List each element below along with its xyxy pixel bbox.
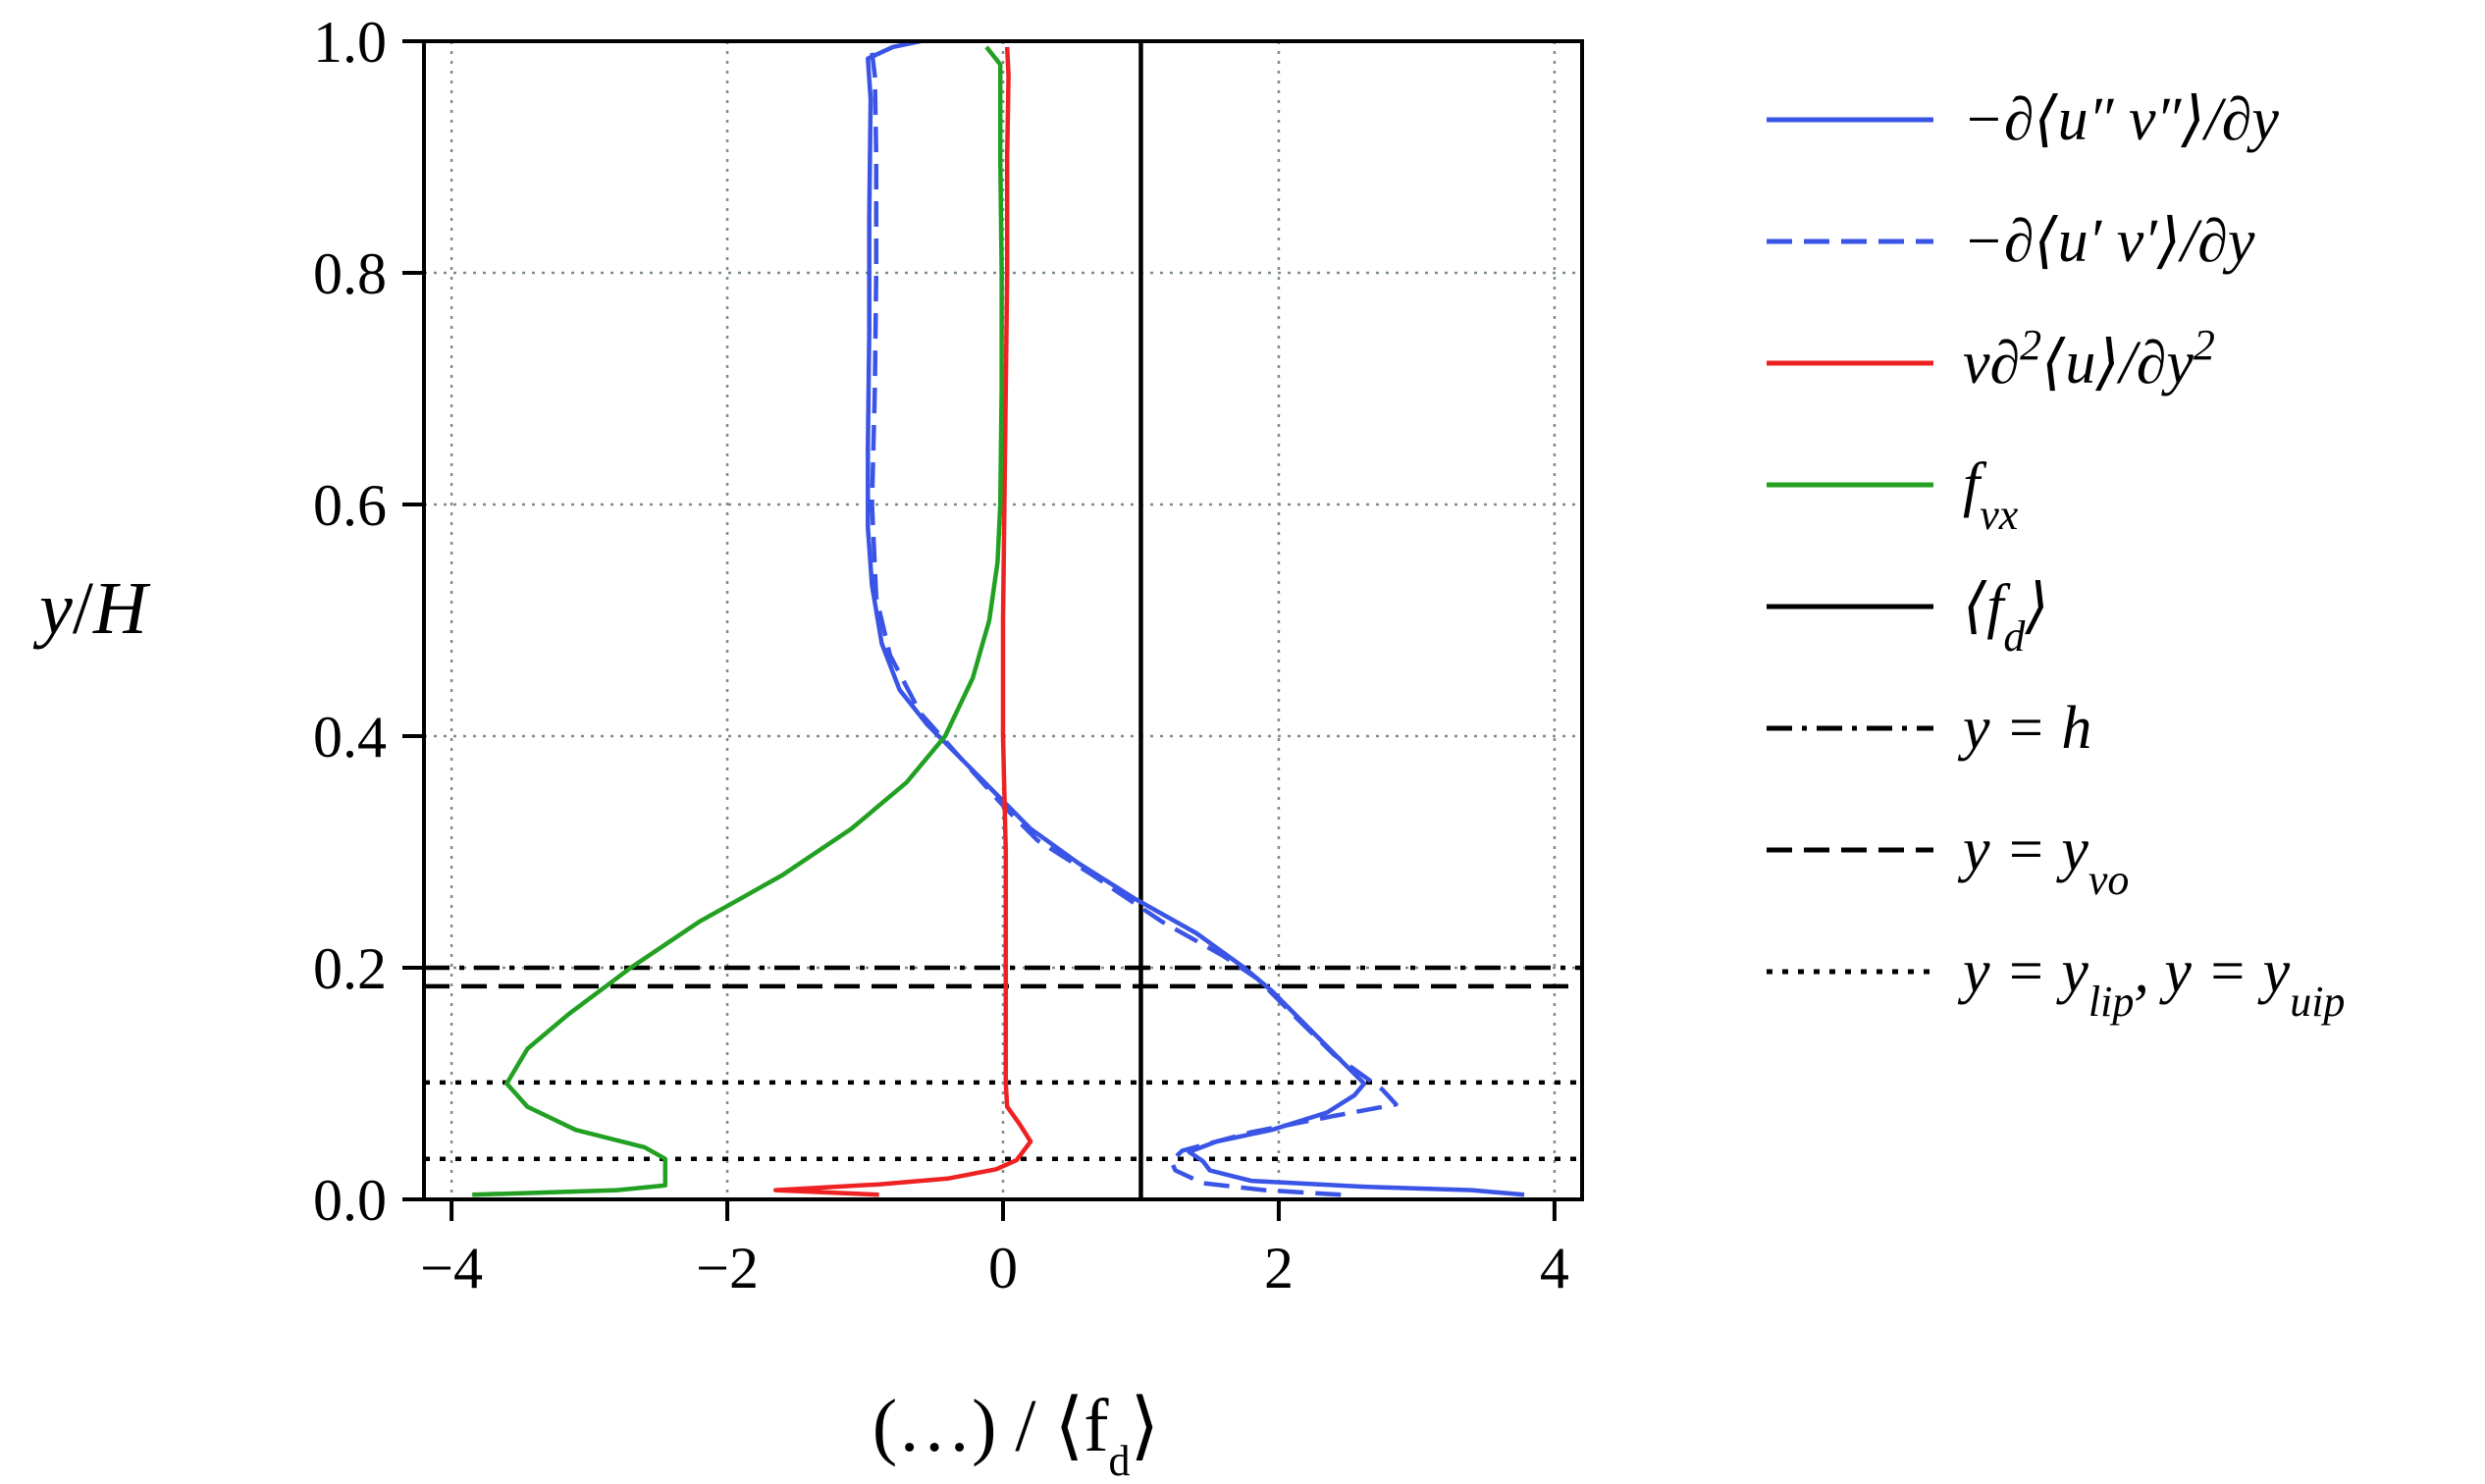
y-tick-label-1: 0.2 bbox=[313, 936, 387, 1001]
series-line-2 bbox=[772, 46, 1033, 1197]
y-axis-label: y/H bbox=[32, 567, 151, 650]
legend-label-2: ν∂2⟨u⟩/∂y2 bbox=[1963, 321, 2215, 398]
reference-lines bbox=[424, 41, 1582, 1199]
legend-label-5: y = h bbox=[1957, 695, 2091, 762]
x-tick-label-1: −2 bbox=[696, 1236, 759, 1300]
x-tick-label-2: 0 bbox=[988, 1236, 1018, 1300]
legend: −∂⟨u″ v″⟩/∂y −∂⟨u′ v′⟩/∂y ν∂2⟨u⟩/∂y2 fvx ⟨fd… bbox=[1767, 86, 2345, 1026]
legend-label-3: fvx bbox=[1963, 451, 2019, 539]
legend-label-4: ⟨fd⟩ bbox=[1963, 573, 2049, 661]
x-axis-label: (…) / ⟨fd⟩ bbox=[872, 1385, 1159, 1484]
y-tick-label-5: 1.0 bbox=[313, 10, 387, 75]
legend-label-0: −∂⟨u″ v″⟩/∂y bbox=[1963, 86, 2279, 153]
y-tick-label-2: 0.4 bbox=[313, 705, 387, 769]
axis-ticks: −4 −2 0 2 4 0.0 0.2 0.4 0.6 0.8 1.0 bbox=[313, 10, 1569, 1300]
y-tick-label-0: 0.0 bbox=[313, 1168, 387, 1233]
series-line-3 bbox=[472, 45, 1004, 1197]
x-tick-label-3: 2 bbox=[1264, 1236, 1294, 1300]
series-line-1 bbox=[870, 52, 1399, 1197]
y-tick-label-3: 0.6 bbox=[313, 473, 387, 538]
series-lines bbox=[472, 38, 1525, 1197]
series-line-0 bbox=[866, 38, 1525, 1197]
legend-label-6: y = yvo bbox=[1957, 817, 2129, 904]
legend-label-7: y = ylip, y = yuip bbox=[1957, 938, 2345, 1026]
x-tick-label-4: 4 bbox=[1540, 1236, 1569, 1300]
legend-label-1: −∂⟨u′ v′⟩/∂y bbox=[1963, 208, 2255, 275]
x-tick-label-0: −4 bbox=[420, 1236, 483, 1300]
y-tick-label-4: 0.8 bbox=[313, 241, 387, 306]
